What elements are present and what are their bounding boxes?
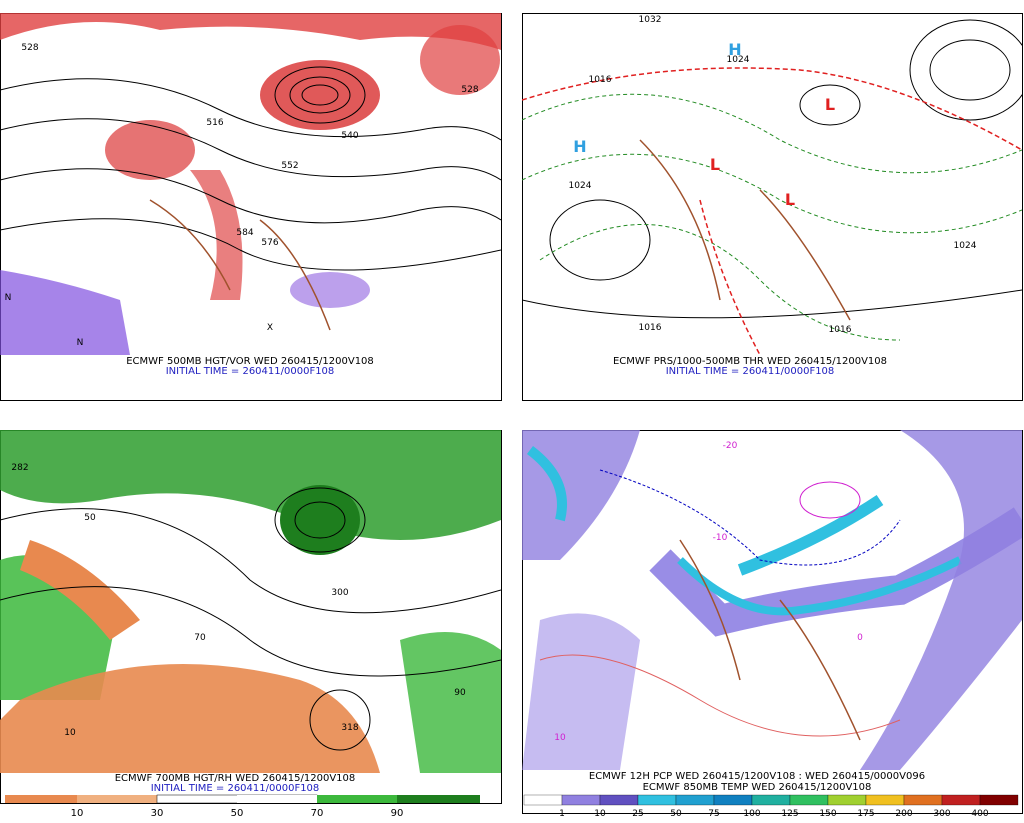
map-label: 1016 [639, 323, 662, 333]
caption: ECMWF 12H PCP WED 260415/1200V108 : WED … [589, 771, 925, 782]
caption: ECMWF 500MB HGT/VOR WED 260415/1200V108 [126, 356, 374, 367]
colorbar-label: 75 [708, 809, 719, 819]
colorbar-swatch [827, 794, 867, 806]
caption: ECMWF PRS/1000-500MB THR WED 260415/1200… [613, 356, 887, 367]
map-label: 584 [236, 228, 253, 238]
colorbar-label: 10 [594, 809, 606, 819]
map-label: 1032 [639, 15, 662, 25]
colorbar-label: 25 [632, 809, 643, 819]
map-label: 1024 [569, 181, 592, 191]
colorbar-label: 50 [231, 808, 244, 819]
map-label: 1016 [589, 75, 612, 85]
map-label: 0 [857, 633, 863, 643]
map-label: -20 [723, 441, 738, 451]
colorbar-label: 125 [781, 809, 798, 819]
panel-pressure: ECMWF PRS/1000-500MB THR WED 260415/1200… [522, 13, 1023, 401]
colorbar-label: 400 [971, 809, 988, 819]
initial-time: INITIAL TIME = 260411/0000F108 [166, 366, 335, 377]
colorbar-swatch [523, 794, 563, 806]
map-label: 318 [341, 723, 358, 733]
panel-precip: ECMWF 12H PCP WED 260415/1200V108 : WED … [522, 430, 1023, 819]
map [522, 19, 1022, 355]
map-label: 528 [21, 43, 38, 53]
initial-time: INITIAL TIME = 260411/0000F108 [666, 366, 835, 377]
colorbar-swatch [713, 794, 753, 806]
map-label: -10 [713, 533, 728, 543]
map-label: L [825, 95, 835, 114]
map-label: L [785, 190, 795, 209]
map [522, 430, 1022, 770]
colorbar-label: 300 [933, 809, 950, 819]
map-label: 50 [84, 513, 96, 523]
map-label: 300 [331, 588, 348, 598]
colorbar-label: 150 [819, 809, 836, 819]
colorbar-label: 30 [151, 808, 164, 819]
map-label: 1024 [727, 55, 750, 65]
colorbar: 1 10 25 50 75 100 125 150 175 200 300 400 [523, 794, 1019, 819]
map-label: 10 [64, 728, 76, 738]
map-label: 552 [281, 161, 298, 171]
map-label: H [573, 137, 586, 156]
colorbar-label: 50 [670, 809, 682, 819]
colorbar-swatch [637, 794, 677, 806]
colorbar-swatch [751, 794, 791, 806]
map-label: 516 [206, 118, 223, 128]
colorbar-swatch [561, 794, 601, 806]
colorbar-swatch [979, 794, 1019, 806]
panel-700mb: ECMWF 700MB HGT/RH WED 260415/1200V108 I… [0, 430, 502, 819]
colorbar-swatch [865, 794, 905, 806]
colorbar-label: 1 [559, 809, 565, 819]
panel-frame [522, 13, 1023, 401]
initial-time: INITIAL TIME = 260411/0000F108 [151, 783, 320, 794]
colorbar-label: 175 [857, 809, 874, 819]
colorbar-swatch [789, 794, 829, 806]
map [0, 13, 501, 355]
map-label: 70 [194, 633, 206, 643]
colorbar-swatch [599, 794, 639, 806]
map-label: 1024 [954, 241, 977, 251]
map-label: H [728, 40, 741, 59]
map [0, 430, 501, 773]
colorbar-label: 70 [311, 808, 324, 819]
panel-500mb: ECMWF 500MB HGT/VOR WED 260415/1200V108 … [0, 13, 502, 401]
colorbar-label: 10 [71, 808, 84, 819]
colorbar-swatch [941, 794, 981, 806]
map-label: 90 [454, 688, 466, 698]
map-label: N [5, 293, 12, 303]
colorbar: 10 30 50 70 90 [5, 794, 480, 819]
colorbar-label: 90 [391, 808, 404, 819]
map-label: 576 [261, 238, 278, 248]
map-label: N [77, 338, 84, 348]
colorbar-label: 200 [895, 809, 912, 819]
map-label: L [710, 155, 720, 174]
caption-temp: ECMWF 850MB TEMP WED 260415/1200V108 [643, 782, 872, 793]
colorbar-swatch [903, 794, 943, 806]
map-label: 282 [11, 463, 28, 473]
map-label: X [267, 323, 273, 333]
caption: ECMWF 700MB HGT/RH WED 260415/1200V108 [115, 773, 356, 784]
colorbar-label: 100 [743, 809, 760, 819]
map-label: 528 [461, 85, 478, 95]
map-label: 1016 [829, 325, 852, 335]
map-label: 10 [554, 733, 566, 743]
map-label: 540 [341, 131, 358, 141]
colorbar-swatch [675, 794, 715, 806]
